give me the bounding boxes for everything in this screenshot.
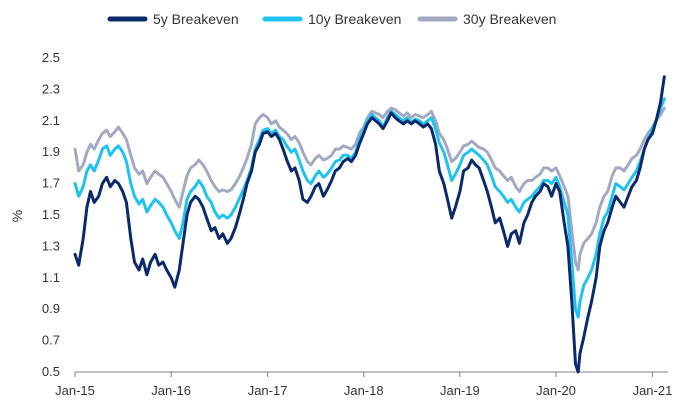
y-tick-label: 2.5 (42, 50, 60, 65)
x-tick-label: Jan-20 (536, 383, 576, 398)
y-axis-title: % (9, 210, 25, 222)
x-tick-label: Jan-19 (440, 383, 480, 398)
y-tick-label: 0.9 (42, 301, 60, 316)
y-axis: 2.5 2.3 2.1 1.9 1.7 1.5 1.3 1.1 0.9 0.7 0.5 (42, 50, 60, 379)
y-tick-label: 2.1 (42, 113, 60, 128)
y-tick-label: 2.3 (42, 81, 60, 96)
series-line-10y-breakeven (73, 97, 666, 319)
y-tick-label: 0.5 (42, 364, 60, 379)
series-line-30y-breakeven (73, 106, 666, 272)
x-tick-label: Jan-18 (344, 383, 384, 398)
legend: 5y Breakeven 10y Breakeven 30y Breakeven (107, 11, 556, 27)
x-tick-label: Jan-15 (55, 383, 95, 398)
legend-label: 30y Breakeven (463, 11, 556, 27)
series-line-5y-breakeven (73, 75, 666, 374)
series-layer (73, 75, 666, 374)
y-tick-label: 0.7 (42, 333, 60, 348)
x-tick-label: Jan-17 (248, 383, 288, 398)
y-tick-label: 1.7 (42, 176, 60, 191)
legend-label: 5y Breakeven (153, 11, 239, 27)
y-tick-label: 1.1 (42, 270, 60, 285)
y-tick-label: 1.3 (42, 238, 60, 253)
x-tick-label: Jan-16 (151, 383, 191, 398)
x-axis: Jan-15 Jan-16 Jan-17 Jan-18 Jan-19 Jan-20 Jan-… (55, 371, 673, 398)
y-tick-label: 1.5 (42, 207, 60, 222)
y-tick-label: 1.9 (42, 144, 60, 159)
legend-label: 10y Breakeven (308, 11, 401, 27)
x-tick-label: Jan-21 (633, 383, 673, 398)
